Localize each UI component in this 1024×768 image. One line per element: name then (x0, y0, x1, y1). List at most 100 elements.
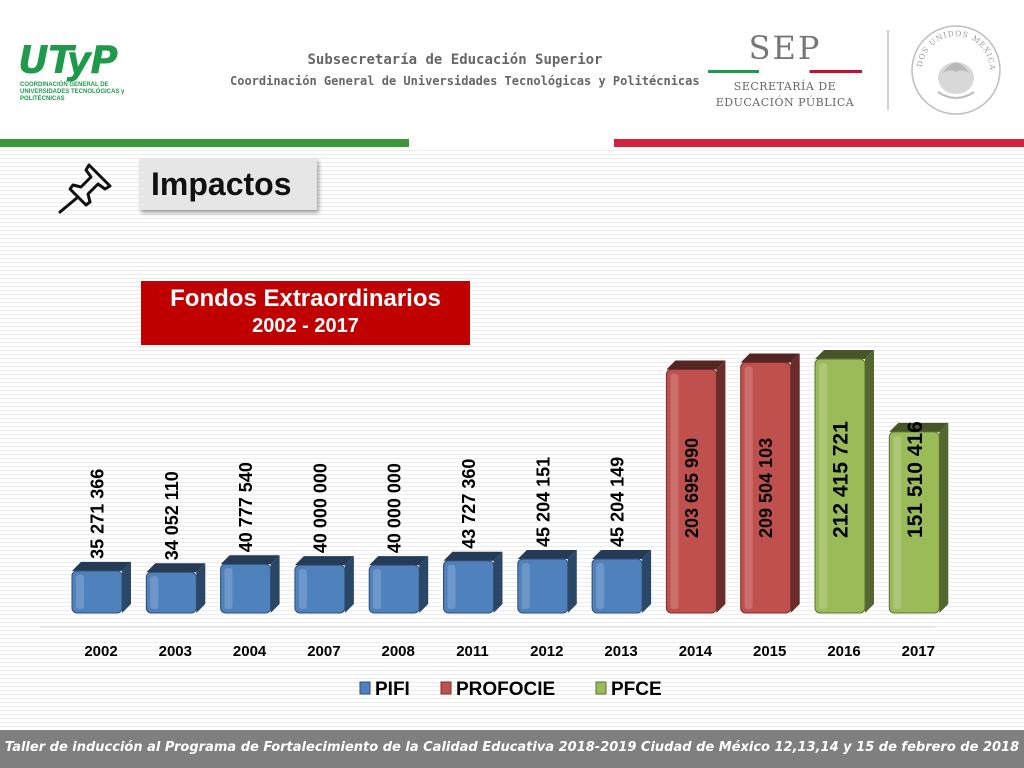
legend-label: PROFOCIE (456, 679, 555, 700)
sep-logo: SEP SECRETARÍA DE EDUCACIÓN PÚBLICA (700, 30, 870, 111)
bar-top (369, 556, 429, 566)
value-label: 45 204 151 (533, 457, 553, 547)
value-label: 40 777 540 (236, 462, 256, 552)
bar-front (443, 560, 494, 614)
x-tick-label: 2002 (84, 643, 117, 660)
x-tick-label: 2007 (307, 643, 340, 660)
header-stripe-green (0, 139, 409, 147)
legend-item-pifi: PIFI (359, 679, 410, 700)
bar-highlight (819, 363, 827, 609)
bar-front (740, 362, 792, 614)
bar-highlight (224, 568, 233, 609)
bar-2004: 40 777 540 (220, 462, 280, 614)
utp-logo: UTyP COORDINACIÓN GENERAL DE UNIVERSIDAD… (18, 40, 138, 108)
pushpin-icon (58, 163, 112, 214)
x-tick-label: 2011 (456, 643, 489, 660)
legend-swatch (359, 681, 371, 695)
bar-2008: 40 000 000 (368, 463, 429, 614)
value-label: 209 504 103 (756, 438, 776, 538)
bar-front (517, 558, 569, 614)
x-tick-label: 2015 (753, 643, 786, 660)
bar-side (567, 549, 577, 613)
bar-top (294, 556, 354, 566)
bar-front (71, 570, 123, 614)
x-tick-label: 2013 (604, 643, 637, 660)
bar-side (642, 549, 652, 613)
value-label: 40 000 000 (385, 463, 405, 553)
bar-side (493, 551, 503, 613)
slide-header: UTyP COORDINACIÓN GENERAL DE UNIVERSIDAD… (0, 0, 1024, 140)
bar-side (419, 556, 429, 613)
bar-highlight (596, 562, 605, 609)
bar-front (368, 564, 420, 614)
slide-title-box: Impactos (139, 158, 317, 210)
slide-title: Impactos (151, 166, 292, 202)
header-stripe-red (614, 139, 1024, 147)
chart-subtitle: 2002 - 2017 (252, 315, 359, 337)
bar-highlight (670, 373, 679, 609)
legend-swatch (595, 681, 607, 695)
bar-side (196, 563, 206, 613)
bar-top (889, 422, 949, 432)
value-label: 151 510 416 (904, 421, 927, 538)
x-tick-label: 2014 (679, 643, 713, 660)
bar-2012: 45 204 151 (517, 457, 577, 614)
x-tick-label: 2003 (159, 643, 192, 660)
bar-top (740, 353, 800, 363)
bar-highlight (373, 569, 382, 609)
bar-2013: 45 204 149 (591, 457, 652, 614)
bar-highlight (893, 435, 902, 609)
x-tick-label: 2017 (902, 643, 935, 660)
funding-bar-chart: 35 271 366 34 052 110 40 777 540 40 000 000… (40, 350, 949, 700)
x-tick-label: 2012 (530, 643, 563, 660)
legend-label: PFCE (611, 679, 662, 700)
bar-highlight (521, 562, 530, 609)
value-label: 45 204 149 (608, 457, 628, 547)
x-tick-label: 2016 (827, 643, 860, 660)
bar-highlight (447, 564, 456, 609)
bar-side (270, 555, 280, 613)
value-label: 34 052 110 (162, 471, 182, 560)
value-label: 43 727 360 (459, 459, 479, 549)
bar-top (146, 563, 206, 573)
bar-front (591, 558, 643, 614)
bar-highlight (298, 569, 307, 609)
bar-2002: 35 271 366 (71, 469, 131, 614)
bar-top (592, 549, 652, 559)
bar-2014: 203 695 990 (665, 360, 726, 614)
bar-front (220, 563, 272, 614)
bar-front (294, 564, 346, 614)
bar-side (122, 561, 131, 613)
legend-item-pfce: PFCE (595, 679, 662, 700)
national-seal-icon: ESTADOS UNIDOS MEXICANOS (908, 22, 1001, 115)
utp-logo-subtitle: COORDINACIÓN GENERAL DE UNIVERSIDADES TE… (20, 82, 125, 102)
bar-front (665, 368, 717, 614)
bar-2003: 34 052 110 (145, 471, 206, 614)
sep-logo-stripe (708, 70, 862, 73)
header-line-2: Coordinación General de Universidades Te… (230, 74, 700, 88)
bar-side (939, 422, 949, 613)
chart-title: Fondos Extraordinarios (170, 285, 441, 312)
value-label: 212 415 721 (830, 421, 853, 538)
bar-front (145, 571, 197, 614)
bar-side (865, 350, 874, 613)
bar-top (72, 561, 131, 571)
header-divider (887, 30, 889, 110)
sep-logo-line-2: EDUCACIÓN PÚBLICA (715, 96, 855, 109)
bar-highlight (76, 574, 84, 609)
legend-swatch (440, 681, 452, 695)
legend-item-profocie: PROFOCIE (440, 679, 555, 700)
sep-logo-word: SEP (748, 29, 822, 67)
header-line-1: Subsecretaría de Educación Superior (307, 52, 603, 68)
sep-logo-line-1: SECRETARÍA DE (733, 80, 837, 93)
x-tick-label: 2004 (233, 643, 267, 660)
footer-text: Taller de inducción al Programa de Forta… (4, 740, 1020, 755)
bar-front (888, 431, 940, 614)
bar-side (344, 556, 354, 613)
bar-top (815, 350, 874, 360)
legend-label: PIFI (375, 679, 410, 700)
utp-logo-text: UTyP (18, 38, 118, 82)
bar-top (220, 555, 280, 565)
value-label: 203 695 990 (682, 438, 702, 538)
bar-highlight (744, 366, 753, 609)
